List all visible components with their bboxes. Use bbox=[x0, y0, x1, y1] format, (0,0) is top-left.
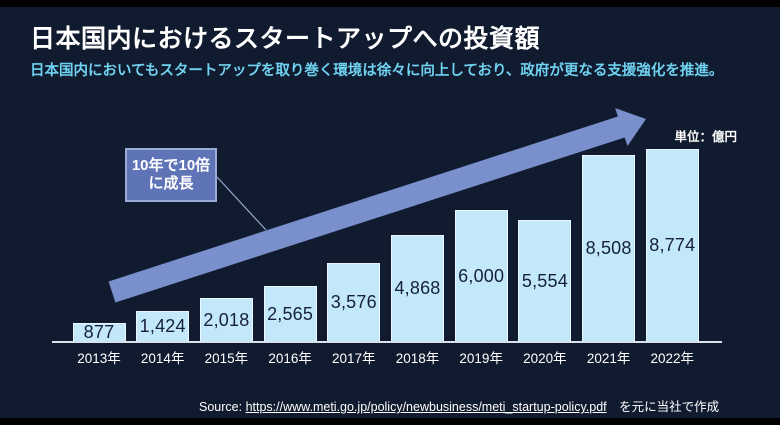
bar-2021: 8,508 bbox=[582, 155, 636, 342]
source-line: Source: https://www.meti.go.jp/policy/ne… bbox=[199, 396, 719, 415]
x-tick-label-2022: 2022年 bbox=[650, 351, 695, 366]
bar-2017: 3,576 bbox=[327, 263, 381, 342]
letterbox-top bbox=[0, 0, 780, 7]
bar-2018: 4,868 bbox=[391, 235, 444, 342]
source-suffix: を元に当社で作成 bbox=[619, 400, 720, 414]
x-tick-label-2013: 2013年 bbox=[77, 351, 121, 366]
bar-2015: 2,018 bbox=[199, 298, 253, 342]
x-axis-line bbox=[52, 341, 722, 343]
x-tick-label-2016: 2016年 bbox=[268, 351, 312, 366]
bar-value-label-2013: 877 bbox=[83, 322, 115, 342]
bar-value-label-2022: 8,774 bbox=[649, 235, 696, 255]
bar-value-label-2014: 1,424 bbox=[139, 316, 186, 336]
callout-connector-line bbox=[216, 176, 267, 231]
bar-value-label-2020: 5,554 bbox=[521, 270, 568, 291]
page-title: 日本国内におけるスタートアップへの投資額 bbox=[30, 25, 541, 53]
bar-2016: 2,565 bbox=[263, 286, 317, 342]
x-tick-label-2020: 2020年 bbox=[523, 351, 567, 366]
bar-value-label-2018: 4,868 bbox=[394, 278, 441, 298]
callout-line1: 10年で10倍 bbox=[131, 157, 211, 174]
source-link[interactable]: https://www.meti.go.jp/policy/newbusines… bbox=[245, 400, 607, 414]
source-prefix: Source: bbox=[199, 400, 243, 414]
bar-2014: 1,424 bbox=[136, 311, 190, 342]
bar-value-label-2017: 3,576 bbox=[330, 292, 377, 312]
bar-value-label-2015: 2,018 bbox=[203, 309, 250, 330]
bar-value-label-2019: 6,000 bbox=[458, 265, 505, 286]
x-tick-label-2018: 2018年 bbox=[395, 351, 440, 366]
bar-2022: 8,774 bbox=[645, 149, 699, 342]
x-tick-label-2014: 2014年 bbox=[140, 351, 185, 366]
x-tick-label-2015: 2015年 bbox=[204, 351, 249, 366]
bar-2019: 6,000 bbox=[454, 210, 508, 342]
bar-value-label-2021: 8,508 bbox=[585, 238, 632, 258]
bar-2013: 877 bbox=[72, 322, 126, 342]
x-tick-label-2019: 2019年 bbox=[459, 351, 503, 366]
x-tick-label-2021: 2021年 bbox=[586, 351, 631, 366]
callout-growth-box: 10年で10倍 に成長 bbox=[125, 148, 217, 202]
letterbox-bottom bbox=[0, 418, 780, 425]
page-subtitle: 日本国内においてもスタートアップを取り巻く環境は徐々に向上しており、政府が更なる… bbox=[30, 63, 724, 79]
bar-2020: 5,554 bbox=[518, 220, 572, 342]
unit-label: 単位：億円 bbox=[674, 130, 737, 144]
bar-value-label-2016: 2,565 bbox=[267, 303, 314, 324]
x-tick-label-2017: 2017年 bbox=[332, 351, 376, 366]
callout-line2: に成長 bbox=[148, 175, 194, 192]
